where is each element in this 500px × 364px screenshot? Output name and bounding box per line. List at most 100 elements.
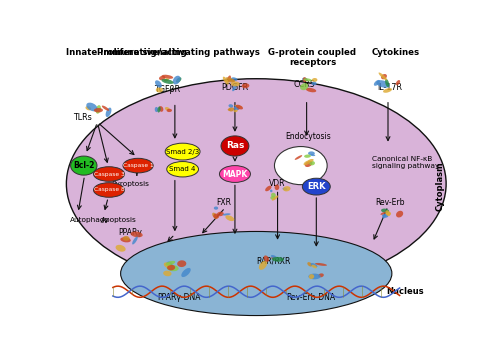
Ellipse shape (214, 206, 218, 210)
Ellipse shape (159, 106, 164, 112)
Text: FXR: FXR (216, 198, 231, 206)
Ellipse shape (259, 261, 267, 270)
Ellipse shape (120, 237, 131, 242)
Ellipse shape (223, 77, 229, 85)
Ellipse shape (217, 212, 224, 216)
Ellipse shape (228, 107, 234, 111)
Text: ERK: ERK (307, 182, 326, 191)
Ellipse shape (94, 108, 103, 112)
Circle shape (274, 147, 327, 185)
Ellipse shape (164, 78, 169, 82)
Ellipse shape (120, 232, 392, 316)
Ellipse shape (226, 77, 235, 82)
Ellipse shape (154, 107, 158, 112)
Ellipse shape (381, 209, 389, 213)
Ellipse shape (304, 154, 311, 158)
Ellipse shape (308, 262, 312, 266)
Ellipse shape (312, 265, 317, 268)
Text: Innate immune signaling: Innate immune signaling (66, 48, 187, 57)
Ellipse shape (304, 78, 312, 82)
Text: VDR: VDR (270, 179, 286, 188)
Ellipse shape (70, 156, 97, 175)
Ellipse shape (166, 265, 178, 271)
Ellipse shape (166, 261, 172, 266)
Ellipse shape (232, 84, 237, 91)
Ellipse shape (310, 263, 318, 267)
Ellipse shape (132, 237, 138, 245)
Ellipse shape (94, 183, 124, 197)
Ellipse shape (270, 190, 272, 192)
Ellipse shape (86, 106, 91, 110)
Ellipse shape (130, 232, 142, 237)
Ellipse shape (221, 136, 249, 156)
Ellipse shape (234, 110, 237, 112)
Ellipse shape (382, 214, 388, 218)
Ellipse shape (228, 108, 231, 111)
Ellipse shape (220, 166, 250, 182)
Ellipse shape (159, 76, 166, 80)
Ellipse shape (378, 72, 387, 80)
Ellipse shape (165, 143, 200, 160)
Ellipse shape (86, 103, 98, 111)
Ellipse shape (166, 162, 198, 177)
Ellipse shape (225, 79, 235, 82)
Ellipse shape (318, 273, 324, 277)
Ellipse shape (380, 212, 386, 215)
Ellipse shape (396, 80, 400, 85)
Text: IL-17R: IL-17R (378, 83, 402, 92)
Ellipse shape (308, 159, 314, 162)
Text: Caspase 1: Caspase 1 (123, 163, 154, 168)
Ellipse shape (312, 78, 318, 82)
Text: RAR/RXR: RAR/RXR (256, 256, 291, 265)
Ellipse shape (106, 108, 112, 117)
Ellipse shape (162, 79, 173, 84)
Text: PDGFR: PDGFR (222, 83, 248, 92)
Ellipse shape (265, 186, 272, 191)
Text: Proliferative/activating pathways: Proliferative/activating pathways (98, 48, 260, 57)
Ellipse shape (214, 214, 219, 219)
Ellipse shape (294, 155, 302, 160)
Text: Caspase 3: Caspase 3 (94, 171, 124, 177)
Ellipse shape (242, 83, 250, 88)
Ellipse shape (271, 255, 277, 259)
Ellipse shape (385, 210, 390, 216)
Ellipse shape (302, 78, 308, 81)
Ellipse shape (96, 105, 101, 114)
Ellipse shape (274, 185, 280, 190)
Ellipse shape (271, 256, 276, 260)
Text: TGFβR: TGFβR (154, 86, 180, 94)
Ellipse shape (163, 271, 172, 276)
Ellipse shape (309, 274, 314, 279)
Ellipse shape (123, 236, 130, 241)
Text: Cytoplasm: Cytoplasm (436, 161, 445, 211)
Ellipse shape (305, 161, 312, 167)
Ellipse shape (228, 104, 233, 108)
Text: PPARγ-DNA: PPARγ-DNA (157, 293, 200, 302)
Ellipse shape (302, 178, 330, 195)
Ellipse shape (158, 106, 160, 112)
Ellipse shape (271, 193, 276, 198)
Ellipse shape (300, 83, 308, 90)
Ellipse shape (136, 234, 141, 237)
Ellipse shape (303, 77, 306, 82)
Ellipse shape (166, 261, 175, 266)
Ellipse shape (374, 80, 380, 86)
Ellipse shape (308, 274, 320, 279)
Ellipse shape (236, 107, 240, 110)
Ellipse shape (231, 82, 240, 86)
Text: Smad 2/3: Smad 2/3 (166, 149, 199, 155)
Ellipse shape (376, 80, 390, 88)
Ellipse shape (164, 262, 172, 268)
Text: CCR5: CCR5 (294, 80, 316, 89)
Ellipse shape (383, 88, 392, 93)
Text: Autophagy: Autophagy (70, 217, 110, 223)
Ellipse shape (94, 167, 124, 181)
Ellipse shape (156, 87, 163, 92)
Text: PPARγ: PPARγ (118, 228, 142, 237)
Ellipse shape (309, 161, 315, 165)
Ellipse shape (102, 106, 109, 111)
Ellipse shape (167, 265, 175, 270)
Ellipse shape (396, 211, 403, 218)
Text: Cytokines: Cytokines (372, 48, 420, 57)
Ellipse shape (306, 88, 316, 92)
